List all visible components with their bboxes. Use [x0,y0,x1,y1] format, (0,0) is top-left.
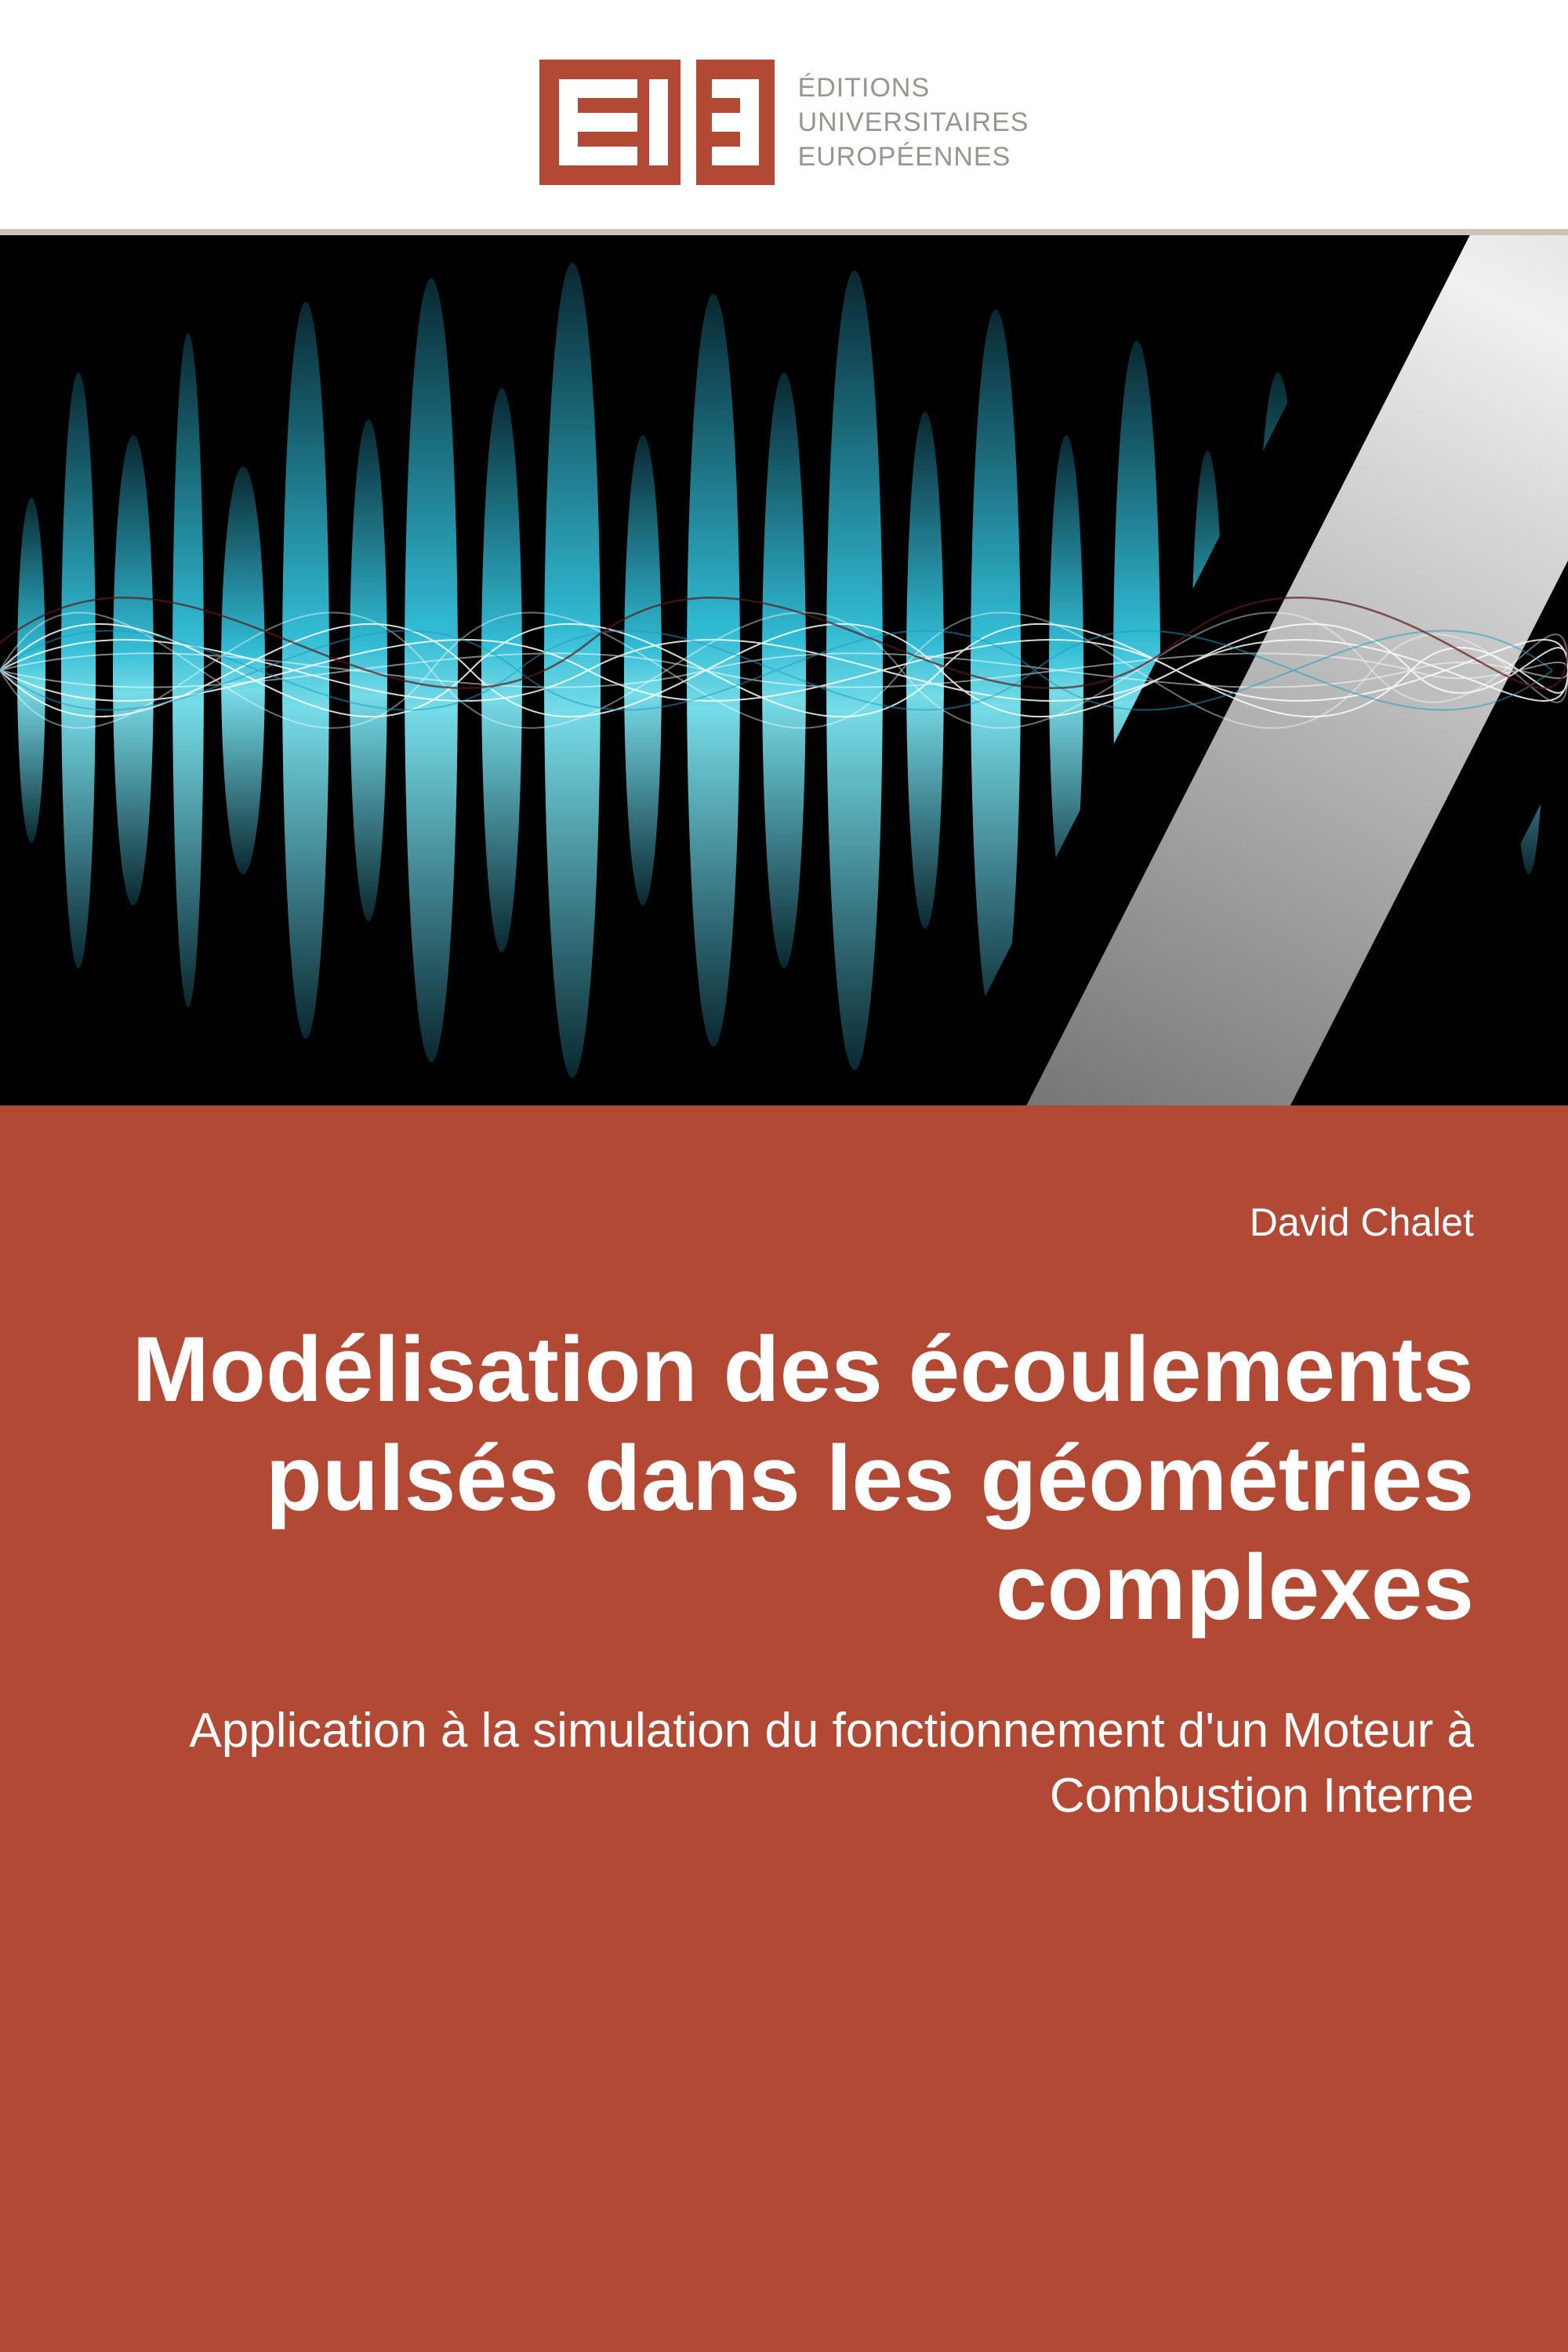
publisher-header: ÉDITIONS UNIVERSITAIRES EUROPÉENNES [0,0,1568,235]
publisher-line1: ÉDITIONS [798,71,1029,105]
author-name: David Chalet [1250,1200,1474,1245]
publisher-line3: EUROPÉENNES [798,140,1029,174]
book-title: Modélisation des écoulements pulsés dans… [94,1316,1474,1643]
publisher-name: ÉDITIONS UNIVERSITAIRES EUROPÉENNES [798,71,1029,175]
title-block: David Chalet Modélisation des écoulement… [0,1105,1568,2352]
publisher-logo-icon [539,44,775,201]
hero-graphic [0,235,1568,1105]
book-subtitle: Application à la simulation du fonctionn… [94,1698,1474,1829]
header-divider [0,224,1568,235]
logo-row: ÉDITIONS UNIVERSITAIRES EUROPÉENNES [0,20,1568,224]
book-cover: ÉDITIONS UNIVERSITAIRES EUROPÉENNES [0,0,1568,2352]
publisher-line2: UNIVERSITAIRES [798,105,1029,140]
